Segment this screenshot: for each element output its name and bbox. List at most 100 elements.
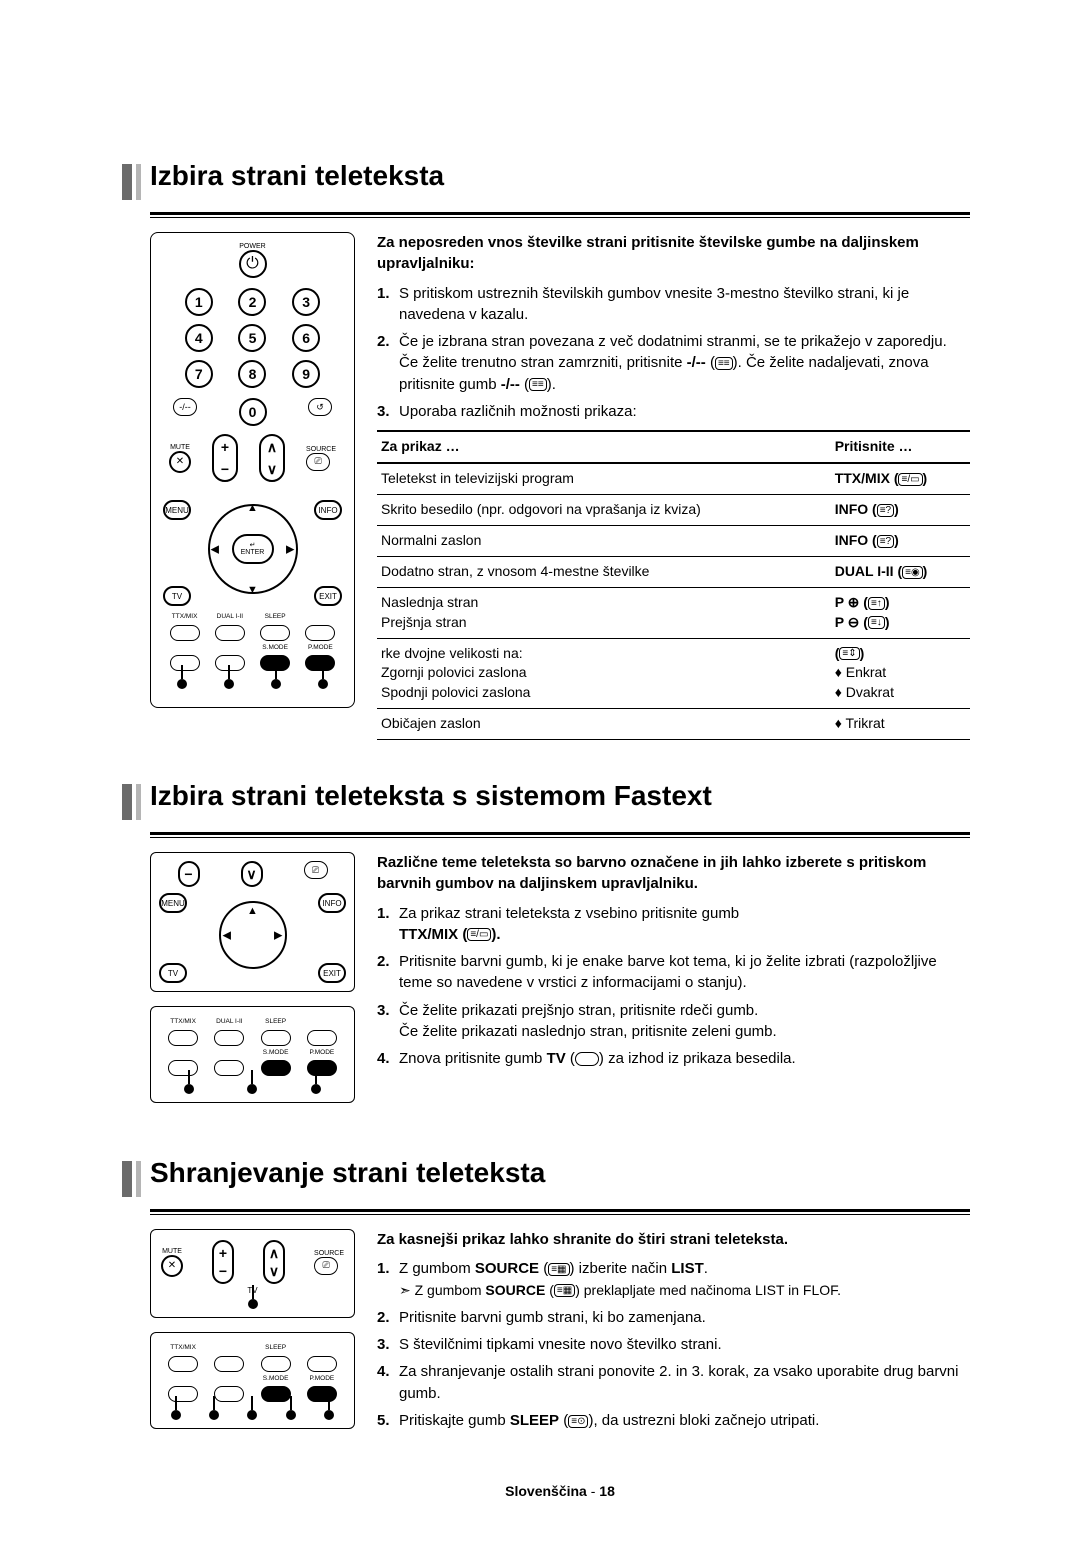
pmode-button (307, 1060, 337, 1076)
remote-illustration-partial: − ∨ ⎚ MENU INFO TV EXIT ▲ ◀ ▶ TTX/MIX (150, 852, 355, 1117)
blank-label (163, 1376, 203, 1383)
options-table: Za prikaz … Pritisnite … Teletekst in te… (377, 430, 970, 740)
table-row: Običajen zaslon ♦ Trikrat (377, 709, 970, 740)
step-text: Za prikaz strani teleteksta z vsebino pr… (399, 903, 970, 946)
divider-thin (150, 217, 970, 218)
source-icon: ≡▦ (548, 1263, 569, 1276)
prech-button: ↺ (308, 398, 332, 416)
dual-button (215, 625, 245, 641)
green-button (214, 1060, 244, 1076)
green-button (214, 1386, 244, 1402)
step-text: Če želite prikazati prejšnjo stran, prit… (399, 1000, 970, 1043)
step-4: 4. Za shranjevanje ostalih strani ponovi… (377, 1361, 970, 1404)
page-footer: Slovenščina - 18 (150, 1483, 970, 1499)
tv-oval-icon (575, 1052, 599, 1066)
menu-button: MENU (163, 500, 191, 520)
sleep-icon: ≡⊙ (568, 1415, 588, 1428)
dual-label: DUAL I-II (210, 614, 249, 621)
num-4: 4 (185, 324, 213, 352)
pmode-label: P.MODE (302, 1050, 342, 1057)
step-text: Pritisnite barvni gumb, ki je enake barv… (399, 951, 970, 994)
red-button (170, 655, 200, 671)
step-2: 2. Pritisnite barvni gumb strani, ki bo … (377, 1307, 970, 1328)
indicator-dot (247, 1084, 257, 1094)
red-button (168, 1386, 198, 1402)
num-3: 3 (292, 288, 320, 316)
mute-button: ✕ (161, 1255, 183, 1277)
sleep-button (260, 625, 290, 641)
src-button: ⎚ (304, 861, 328, 879)
step-1: 1. S pritiskom ustreznih številskih gumb… (377, 283, 970, 326)
dash-button: -/-- (173, 398, 197, 416)
step-text: Pritisnite barvni gumb strani, ki bo zam… (399, 1307, 970, 1328)
ch-pill: ∧∨ (259, 434, 285, 482)
step-2: 2. Pritisnite barvni gumb, ki je enake b… (377, 951, 970, 994)
indicator-dot (184, 1084, 194, 1094)
indicator-dot (177, 679, 187, 689)
mute-label: MUTE (161, 1248, 183, 1255)
step-3: 3. S številčnimi tipkami vnesite novo št… (377, 1334, 970, 1355)
info-icon: ≡? (877, 504, 894, 517)
blank-label (301, 614, 340, 621)
blank-label (302, 1019, 342, 1026)
sleep-button (261, 1030, 291, 1046)
table-row: rke dvojne velikosti na:Zgornji polovici… (377, 638, 970, 709)
divider (150, 1209, 970, 1212)
source-label: SOURCE (314, 1250, 344, 1257)
sleep-button (261, 1356, 291, 1372)
blank2-label (165, 645, 204, 652)
pmode-button (307, 1386, 337, 1402)
num-6: 6 (292, 324, 320, 352)
step-text: Če je izbrana stran povezana z več dodat… (399, 331, 970, 395)
extra-button (305, 625, 335, 641)
pup-icon: ≡↑ (868, 597, 885, 610)
divider (150, 212, 970, 215)
blank-label (163, 1050, 203, 1057)
step-text: Z gumbom SOURCE (≡▦) izberite način LIST… (399, 1258, 970, 1301)
enter-button: ↵ENTER (232, 534, 274, 564)
section-fastext: Izbira strani teleteksta s sistemom Fast… (150, 780, 970, 1117)
blank-label (209, 1050, 249, 1057)
step-text: Znova pritisnite gumb TV () za izhod iz … (399, 1048, 970, 1069)
th-press: Pritisnite … (831, 431, 970, 463)
section-select-page: Izbira strani teleteksta POWER ⏻ 1 2 3 4… (150, 160, 970, 740)
right-arrow: ▶ (274, 929, 282, 942)
right-arrow: ▶ (286, 543, 294, 556)
indicator-dot (311, 1084, 321, 1094)
vol-pill: − (178, 861, 200, 887)
power-button: ⏻ (239, 250, 267, 278)
step-3: 3. Uporaba različnih možnosti prikaza: (377, 401, 970, 422)
indicator-dot (224, 679, 234, 689)
intro-text: Za kasnejši prikaz lahko shranite do šti… (377, 1229, 970, 1250)
step-text: S pritiskom ustreznih številskih gumbov … (399, 283, 970, 326)
step-2: 2. Če je izbrana stran povezana z več do… (377, 331, 970, 395)
extra-button (307, 1356, 337, 1372)
table-row: Teletekst in televizijski program TTX/MI… (377, 463, 970, 494)
divider-thin (150, 837, 970, 838)
pdn-icon: ≡↓ (868, 616, 885, 629)
exit-button: EXIT (318, 963, 346, 983)
exit-button: EXIT (314, 586, 342, 606)
sleep-label: SLEEP (256, 1019, 296, 1026)
num-2: 2 (238, 288, 266, 316)
indicator-dot (171, 1410, 181, 1420)
vol-pill: +− (212, 1240, 234, 1284)
step-text: Uporaba različnih možnosti prikaza: (399, 401, 970, 422)
table-row: Skrito besedilo (npr. odgovori na vpraša… (377, 495, 970, 526)
left-arrow: ◀ (211, 543, 219, 556)
step-5: 5. Pritiskajte gumb SLEEP (≡⊙), da ustre… (377, 1410, 970, 1431)
remote-illustration-partial: MUTE ✕ +− ∧∨ SOURCE ⎚ TV TTX/MIX (150, 1229, 355, 1443)
ttx-button (170, 625, 200, 641)
hold-icon: ≡≡ (715, 357, 733, 370)
intro-text: Različne teme teleteksta so barvno označ… (377, 852, 970, 895)
section-title: Izbira strani teleteksta (150, 160, 970, 200)
dual-button (214, 1356, 244, 1372)
table-row: Naslednja stranPrejšnja stran P ⊕ (≡↑) P… (377, 587, 970, 638)
source-button: ⎚ (314, 1257, 338, 1275)
smode-label: S.MODE (256, 645, 295, 652)
indicator-dot (271, 679, 281, 689)
step-1: 1. Za prikaz strani teleteksta z vsebino… (377, 903, 970, 946)
extra-button (307, 1030, 337, 1046)
table-row: Normalni zaslon INFO (≡?) (377, 526, 970, 557)
ttx-label: TTX/MIX (163, 1345, 203, 1352)
